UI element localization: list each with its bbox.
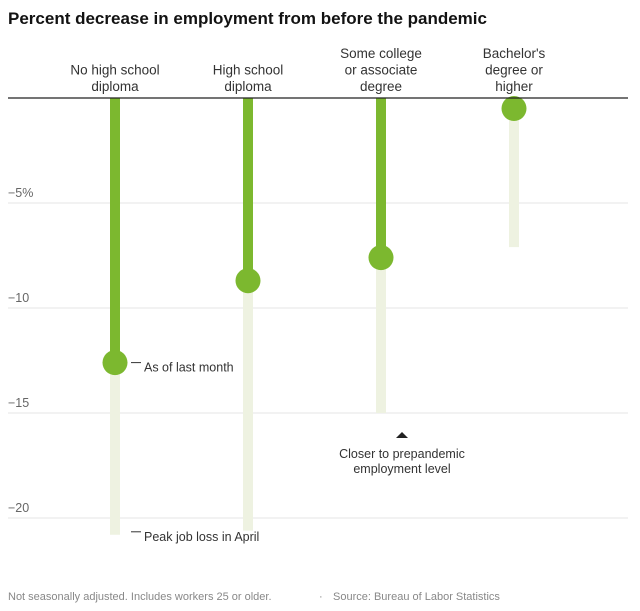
y-tick-label: −5% <box>8 186 33 200</box>
peak-annotation-label: Peak job loss in April <box>144 530 259 544</box>
current-level-dot <box>102 350 128 376</box>
category-label: Some college <box>340 46 422 61</box>
data-marks <box>102 96 527 535</box>
direction-annotation-label: Closer to prepandemic <box>339 447 465 461</box>
category-label: High school <box>213 63 284 78</box>
current-level-dot <box>501 96 527 121</box>
current-annotation-label: As of last month <box>144 361 234 375</box>
current-level-dot <box>235 268 261 294</box>
category-label: higher <box>495 79 533 94</box>
chart-title: Percent decrease in employment from befo… <box>8 9 487 28</box>
footer-source: Source: Bureau of Labor Statistics <box>333 591 500 603</box>
current-level-dot <box>368 245 394 271</box>
y-tick-label: −15 <box>8 396 29 410</box>
y-axis-ticks: −5% −10 −15 −20 <box>8 186 33 515</box>
annotations: As of last month Peak job loss in April Cl… <box>131 361 465 544</box>
direction-annotation-label: employment level <box>353 462 450 476</box>
gridlines <box>8 202 628 519</box>
y-tick-label: −20 <box>8 501 29 515</box>
footer-note: Not seasonally adjusted. Includes worker… <box>8 591 272 603</box>
category-label: No high school <box>70 63 159 78</box>
category-label: or associate <box>345 63 418 78</box>
category-label: degree <box>360 79 402 94</box>
category-label: Bachelor's <box>483 46 546 61</box>
y-tick-label: −10 <box>8 291 29 305</box>
arrow-up-icon <box>396 432 408 438</box>
footer-separator: · <box>319 591 323 603</box>
category-label: degree or <box>485 63 543 78</box>
category-label: diploma <box>224 79 272 94</box>
category-label: diploma <box>91 79 139 94</box>
